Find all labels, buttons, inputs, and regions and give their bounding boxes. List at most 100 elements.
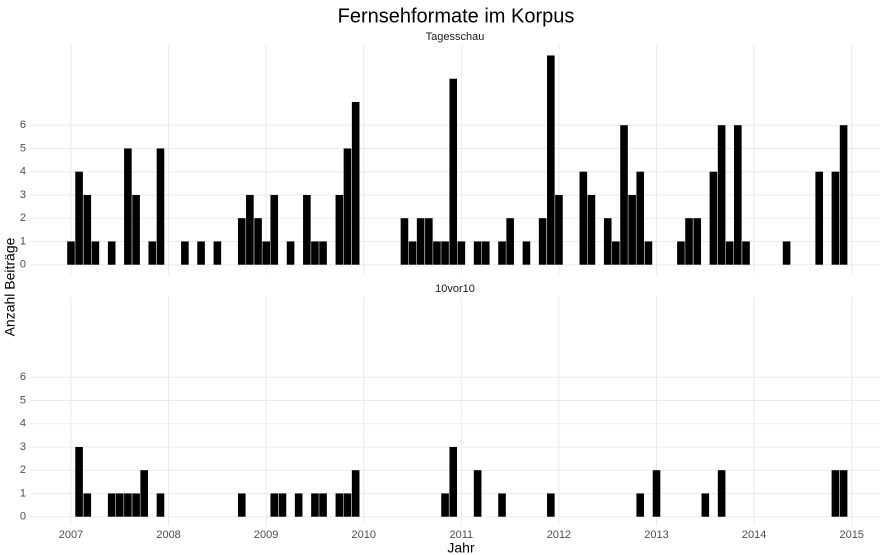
y-tick-label: 4 <box>20 418 26 430</box>
bar <box>115 493 124 517</box>
bar <box>831 171 840 265</box>
y-tick-label: 5 <box>20 394 26 406</box>
bar <box>237 218 246 265</box>
y-axis-title: Anzahl Beiträge <box>2 237 18 336</box>
bar <box>83 194 92 265</box>
bar <box>839 470 848 517</box>
bar <box>270 493 279 517</box>
bar <box>91 241 100 265</box>
bar <box>148 241 157 265</box>
x-axis-title: Jahr <box>447 540 475 555</box>
chart-title: Fernsehformate im Korpus <box>338 5 575 27</box>
bar <box>782 241 791 265</box>
x-tick-label: 2013 <box>644 529 668 541</box>
bar <box>294 493 303 517</box>
bar <box>278 493 287 517</box>
bar <box>831 470 840 517</box>
bar <box>579 171 588 265</box>
bar <box>677 241 685 265</box>
bar <box>75 446 83 517</box>
bar <box>270 194 279 265</box>
bar <box>628 194 636 265</box>
bar <box>262 241 270 265</box>
bar <box>181 241 189 265</box>
bar <box>538 218 547 265</box>
bar <box>351 470 360 517</box>
bar <box>433 241 441 265</box>
bar <box>400 218 409 265</box>
bar <box>587 194 596 265</box>
bar <box>815 171 824 265</box>
bar <box>644 241 653 265</box>
bar <box>286 241 295 265</box>
bar <box>498 493 506 517</box>
bar <box>473 470 482 517</box>
bar <box>425 218 433 265</box>
bar <box>547 493 555 517</box>
bar <box>620 125 628 265</box>
bar <box>555 194 563 265</box>
bar <box>140 470 148 517</box>
facet-label: 10vor10 <box>435 283 475 295</box>
y-tick-label: 3 <box>20 441 26 453</box>
y-tick-label: 0 <box>20 259 26 271</box>
bar <box>734 125 742 265</box>
bar <box>67 241 75 265</box>
x-tick-label: 2007 <box>59 529 83 541</box>
bar <box>449 446 458 517</box>
y-tick-label: 2 <box>20 212 26 224</box>
bar <box>83 493 92 517</box>
bar <box>351 101 360 265</box>
bar <box>522 241 531 265</box>
x-tick-label: 2012 <box>547 529 571 541</box>
bar <box>612 241 620 265</box>
facet-label: Tagesschau <box>426 31 485 43</box>
x-tick-label: 2008 <box>156 529 180 541</box>
y-tick-label: 2 <box>20 464 26 476</box>
bar <box>254 218 262 265</box>
bar <box>319 241 327 265</box>
bar <box>701 493 710 517</box>
bar <box>124 493 132 517</box>
bar <box>156 493 165 517</box>
bar <box>124 148 132 265</box>
x-tick-label: 2015 <box>839 529 863 541</box>
bar <box>303 194 311 265</box>
bar <box>132 194 140 265</box>
y-tick-label: 1 <box>20 235 26 247</box>
bar <box>416 218 425 265</box>
bar <box>547 55 555 265</box>
bar <box>343 493 352 517</box>
bar <box>75 171 83 265</box>
bar <box>156 148 165 265</box>
y-tick-label: 6 <box>20 371 26 383</box>
bar <box>636 493 645 517</box>
x-tick-label: 2010 <box>352 529 376 541</box>
y-tick-label: 1 <box>20 487 26 499</box>
bar <box>335 493 344 517</box>
bar <box>213 241 222 265</box>
bar <box>107 241 116 265</box>
bar <box>636 171 645 265</box>
x-tick-label: 2011 <box>450 529 474 541</box>
bar <box>742 241 750 265</box>
bar <box>603 218 612 265</box>
bar <box>237 493 246 517</box>
x-tick-label: 2014 <box>742 529 766 541</box>
bar <box>693 218 702 265</box>
y-tick-label: 4 <box>20 166 26 178</box>
x-tick-label: 2009 <box>254 529 278 541</box>
bar <box>408 241 417 265</box>
bar <box>246 194 254 265</box>
bar <box>725 241 734 265</box>
y-tick-label: 6 <box>20 119 26 131</box>
bar <box>717 125 726 265</box>
bar <box>311 493 319 517</box>
y-tick-label: 3 <box>20 189 26 201</box>
bar <box>652 470 661 517</box>
bar <box>197 241 205 265</box>
bar <box>449 78 458 265</box>
bar <box>481 241 490 265</box>
bar <box>498 241 506 265</box>
bar <box>319 493 327 517</box>
